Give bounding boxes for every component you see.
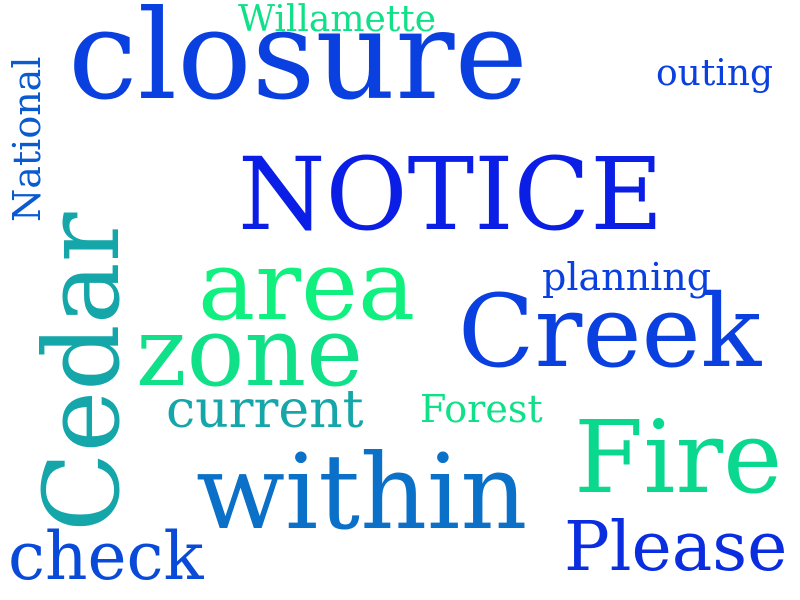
word-fire: Fire	[574, 399, 783, 516]
word-zone: zone	[136, 296, 364, 408]
word-area: area	[198, 230, 416, 342]
word-within: within	[196, 431, 528, 553]
word-please: Please	[564, 508, 788, 587]
word-national: National	[5, 56, 49, 223]
word-outing: outing	[656, 53, 774, 94]
word-cedar: Cedar	[21, 212, 143, 532]
word-current: current	[166, 380, 364, 440]
word-willamette: Willamette	[238, 0, 437, 40]
word-planning: planning	[542, 255, 712, 299]
word-forest: Forest	[420, 387, 543, 431]
word-closure: closure	[68, 0, 528, 128]
word-check: check	[8, 518, 204, 595]
word-notice: NOTICE	[238, 136, 664, 253]
word-creek: Creek	[458, 273, 762, 390]
